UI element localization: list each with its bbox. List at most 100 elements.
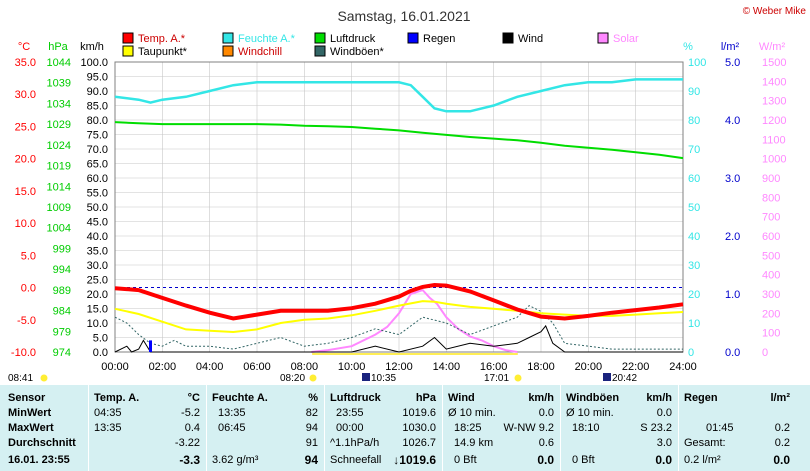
time-tick-label: 08:00 bbox=[291, 361, 319, 373]
stats-header-pressure: Luftdruck bbox=[330, 392, 381, 404]
legend-label: Windchill bbox=[238, 46, 282, 58]
legend-swatch bbox=[222, 45, 234, 57]
time-tick-label: 02:00 bbox=[149, 361, 177, 373]
series-rain-bar bbox=[149, 340, 152, 352]
legend-swatch bbox=[314, 45, 326, 57]
time-tick-label: 14:00 bbox=[433, 361, 461, 373]
axis-unit-pct: % bbox=[683, 41, 693, 53]
press-avg-value: 1026.7 bbox=[402, 437, 436, 449]
axis-tick-solar: 500 bbox=[762, 250, 780, 262]
press-min-value: 1019.6 bbox=[402, 407, 436, 419]
time-tick-label: 12:00 bbox=[385, 361, 413, 373]
legend-label: Feuchte A.* bbox=[238, 33, 296, 45]
gust-beaufort: 0 Bft bbox=[572, 454, 595, 466]
sunset-label: 17:01 bbox=[484, 373, 509, 384]
stats-label-min: MinWert bbox=[8, 407, 52, 419]
axis-tick-kmh: 75.0 bbox=[87, 130, 108, 142]
wind-max-time: 18:25 bbox=[454, 422, 482, 434]
axis-unit-kmh: km/h bbox=[80, 41, 104, 53]
time-tick-label: 04:00 bbox=[196, 361, 224, 373]
wind-beaufort: 0 Bft bbox=[454, 454, 477, 466]
axis-tick-hpa: 1009 bbox=[47, 202, 71, 214]
rain-max-value: 0.2 bbox=[774, 422, 790, 434]
axis-tick-hpa: 979 bbox=[53, 326, 71, 338]
stats-header-wind: Wind bbox=[448, 392, 475, 404]
wind-avg-value: 0.6 bbox=[538, 437, 554, 449]
wind-min-note: Ø 10 min. bbox=[448, 407, 496, 419]
stats-col-wind: Wind km/h Ø 10 min. 0.0 18:25 W-NW 9.2 1… bbox=[448, 385, 554, 471]
series-wind bbox=[114, 324, 683, 353]
gust-avg-value: 3.0 bbox=[656, 437, 672, 449]
stats-col-gust: Windböen km/h Ø 10 min. 0.0 18:10 S 23.2… bbox=[566, 385, 672, 471]
legend-label: Luftdruck bbox=[330, 33, 376, 45]
axis-tick-kmh: 95.0 bbox=[87, 72, 108, 84]
legend-label: Regen bbox=[423, 33, 455, 45]
legend-label: Taupunkt* bbox=[138, 46, 188, 58]
legend-swatch bbox=[222, 32, 234, 44]
axis-tick-hpa: 1019 bbox=[47, 161, 71, 173]
axis-tick-kmh: 10.0 bbox=[87, 318, 108, 330]
moon-icon bbox=[603, 373, 611, 381]
axis-tick-temp: -5.0 bbox=[17, 315, 36, 327]
axis-tick-pct: 80 bbox=[688, 115, 700, 127]
axis-tick-rain: 2.0 bbox=[725, 231, 740, 243]
series-temperature bbox=[114, 282, 684, 321]
axis-tick-kmh: 35.0 bbox=[87, 246, 108, 258]
stats-unit-temp: °C bbox=[187, 392, 200, 404]
legend-label: Temp. A.* bbox=[138, 33, 186, 45]
stats-unit-rain: l/m² bbox=[770, 392, 790, 404]
stats-col-rain: Regen l/m² 01:45 0.2 Gesamt: 0.2 0.2 l/m… bbox=[684, 385, 790, 471]
plot-area bbox=[114, 78, 684, 353]
axis-unit-rain: l/m² bbox=[721, 41, 740, 53]
axis-tick-solar: 300 bbox=[762, 289, 780, 301]
axis-tick-solar: 400 bbox=[762, 270, 780, 282]
temp-max-value: 0.4 bbox=[184, 422, 200, 434]
axis-tick-kmh: 65.0 bbox=[87, 159, 108, 171]
stats-label-avg: Durchschnitt bbox=[8, 437, 76, 449]
axis-tick-solar: 0 bbox=[762, 347, 768, 359]
temp-max-time: 13:35 bbox=[94, 422, 122, 434]
press-trend: ^1.1hPa/h bbox=[330, 437, 380, 449]
axis-tick-kmh: 100.0 bbox=[80, 57, 108, 69]
axis-tick-kmh: 20.0 bbox=[87, 289, 108, 301]
axis-tick-hpa: 1029 bbox=[47, 119, 71, 131]
legend-swatch bbox=[502, 32, 514, 44]
stats-col-sensor: Sensor MinWert MaxWert Durchschnitt 16.0… bbox=[8, 385, 86, 471]
axis-tick-rain: 0.0 bbox=[725, 347, 740, 359]
stats-unit-humidity: % bbox=[308, 392, 318, 404]
wind-current-value: 0.0 bbox=[537, 453, 554, 467]
legend-swatch bbox=[122, 32, 134, 44]
axis-unit-temp: °C bbox=[18, 41, 30, 53]
statistics-table: Sensor MinWert MaxWert Durchschnitt 16.0… bbox=[0, 385, 810, 471]
sunrise-mark-label: 08:41 bbox=[8, 373, 33, 384]
axis-tick-hpa: 989 bbox=[53, 285, 71, 297]
axis-tick-temp: 0.0 bbox=[21, 283, 36, 295]
axis-tick-pct: 20 bbox=[688, 289, 700, 301]
gust-current-value: 0.0 bbox=[655, 453, 672, 467]
axis-tick-solar: 1000 bbox=[762, 154, 786, 166]
axis-tick-kmh: 45.0 bbox=[87, 217, 108, 229]
time-tick-label: 20:00 bbox=[575, 361, 603, 373]
axis-tick-kmh: 90.0 bbox=[87, 86, 108, 98]
wind-distance: 14.9 km bbox=[454, 437, 494, 449]
axis-unit-hpa: hPa bbox=[48, 41, 68, 53]
axis-tick-temp: 15.0 bbox=[15, 186, 36, 198]
temp-avg-value: -3.22 bbox=[174, 437, 200, 449]
sun-moon-bar: 08:41 08:20 10:35 17:01 20:42 bbox=[8, 353, 637, 384]
hum-max-time: 06:45 bbox=[218, 422, 246, 434]
hum-absolute: 3.62 g/m³ bbox=[212, 454, 259, 466]
stats-col-temp: Temp. A. °C 04:35 -5.2 13:35 0.4 -3.22 -… bbox=[94, 385, 200, 471]
legend-swatch bbox=[314, 32, 326, 44]
axis-tick-hpa: 999 bbox=[53, 243, 71, 255]
legend-swatch bbox=[597, 32, 609, 44]
gust-min-value: 0.0 bbox=[656, 407, 672, 419]
hum-avg-value: 91 bbox=[305, 437, 318, 449]
legend-swatch bbox=[407, 32, 419, 44]
axis-tick-kmh: 60.0 bbox=[87, 173, 108, 185]
axis-tick-temp: 20.0 bbox=[15, 154, 36, 166]
axis-tick-temp: 5.0 bbox=[21, 250, 36, 262]
axis-tick-solar: 1100 bbox=[762, 134, 786, 146]
axis-tick-hpa: 1014 bbox=[47, 181, 71, 193]
axis-tick-kmh: 30.0 bbox=[87, 260, 108, 272]
axis-tick-solar: 600 bbox=[762, 231, 780, 243]
